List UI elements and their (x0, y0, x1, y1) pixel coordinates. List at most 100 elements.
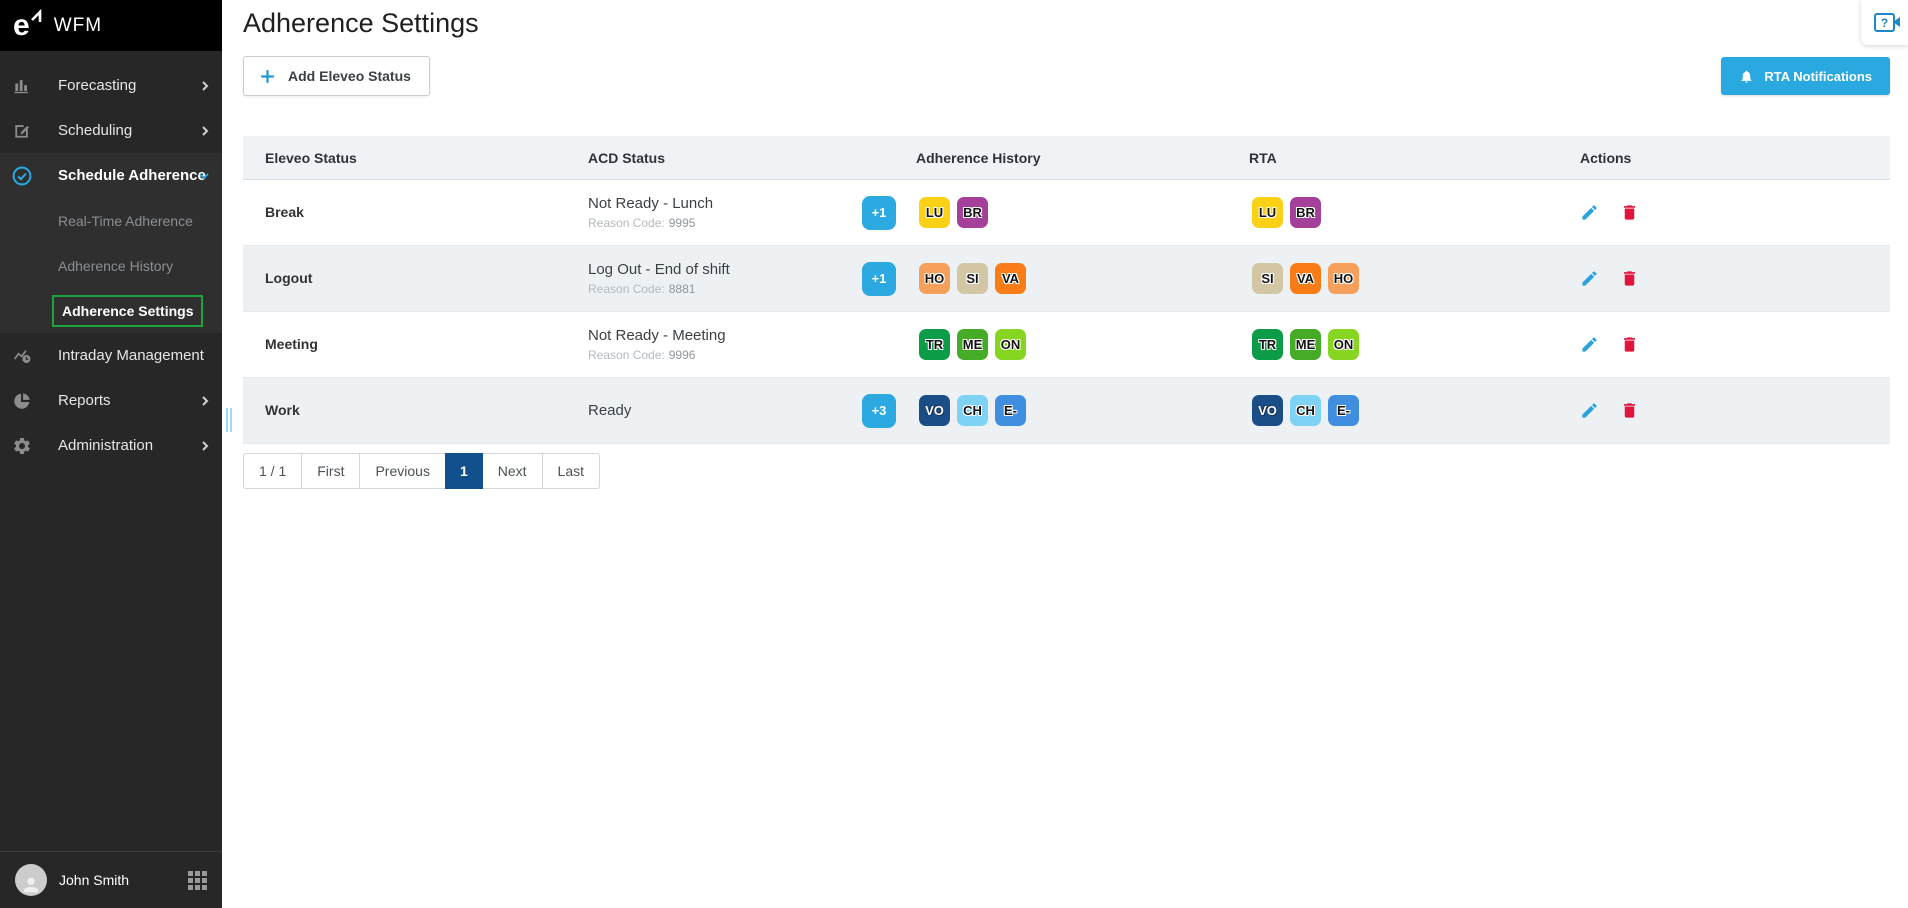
rta-chips: VO CH E- (1249, 395, 1580, 426)
pagination: 1 / 1 First Previous 1 Next Last (243, 453, 1890, 489)
chevron-right-icon (200, 440, 210, 452)
status-chip: VA (1290, 263, 1321, 294)
status-chip: VO (1252, 395, 1283, 426)
sidebar-subitem-label: Adherence History (58, 257, 174, 274)
chevron-right-icon (200, 395, 210, 407)
pie-chart-icon (10, 389, 34, 413)
sidebar-item-schedule-adherence[interactable]: Schedule Adherence (0, 153, 222, 198)
chevron-right-icon (200, 125, 210, 137)
status-chip: VO (919, 395, 950, 426)
extra-acd-count-badge[interactable]: +1 (862, 195, 896, 230)
bell-icon (1739, 69, 1754, 84)
bar-chart-icon (10, 74, 34, 98)
acd-status-text: Not Ready - Meeting (588, 326, 726, 344)
edit-icon[interactable] (1580, 335, 1599, 354)
acd-status-text: Ready (588, 401, 632, 419)
table-row: Work Ready +3 VO CH E- VO CH E- (243, 378, 1890, 444)
actions-cell (1580, 203, 1890, 222)
plus-icon (258, 67, 277, 86)
column-header-adherence-history: Adherence History (916, 149, 1041, 166)
gear-icon (10, 434, 34, 458)
edit-icon[interactable] (1580, 269, 1599, 288)
page-title: Adherence Settings (243, 8, 479, 38)
adherence-history-chips: VO CH E- (916, 395, 1249, 426)
page-info: 1 / 1 (243, 453, 303, 489)
main-content: ? Adherence Settings Add Eleveo Status R… (222, 0, 1908, 908)
sidebar-item-administration[interactable]: Administration (0, 423, 222, 468)
rta-button-label: RTA Notifications (1764, 68, 1872, 84)
eleveo-status-cell: Logout (265, 269, 313, 286)
table-row: Break Not Ready - Lunch Reason Code: 9995… (243, 180, 1890, 246)
column-header-actions: Actions (1580, 149, 1632, 166)
eleveo-status-cell: Work (265, 401, 300, 418)
sidebar-item-adherence-settings[interactable]: Adherence Settings (0, 288, 222, 333)
reason-code: Reason Code: 9995 (588, 215, 696, 230)
rta-chips: TR ME ON (1249, 329, 1580, 360)
user-name: John Smith (59, 872, 130, 888)
schedule-adherence-group: Schedule Adherence Real-Time Adherence A… (0, 153, 222, 333)
status-chip: E- (1328, 395, 1359, 426)
status-chip: SI (957, 263, 988, 294)
app-grid-icon[interactable] (188, 870, 207, 890)
pagination-current-page[interactable]: 1 (444, 453, 483, 489)
adherence-history-chips: LU BR (916, 197, 1249, 228)
sidebar-item-reports[interactable]: Reports (0, 378, 222, 423)
status-chip: BR (1290, 197, 1321, 228)
sidebar-menu: Forecasting Scheduling (0, 51, 222, 468)
adherence-history-chips: HO SI VA (916, 263, 1249, 294)
sidebar-item-label: Administration (58, 437, 154, 454)
actions-cell (1580, 401, 1890, 420)
add-eleveo-status-button[interactable]: Add Eleveo Status (243, 56, 430, 96)
acd-status-cell: Log Out - End of shift Reason Code: 8881 (588, 260, 730, 298)
pagination-previous-button[interactable]: Previous (359, 453, 446, 489)
extra-acd-count-badge[interactable]: +1 (862, 261, 896, 296)
delete-icon[interactable] (1620, 401, 1639, 420)
status-chip: VA (995, 263, 1026, 294)
help-button[interactable]: ? (1861, 0, 1908, 45)
sidebar: e WFM Forecasting Scheduling (0, 0, 222, 908)
status-chip: SI (1252, 263, 1283, 294)
sidebar-item-label: Scheduling (58, 122, 133, 139)
rta-chips: SI VA HO (1249, 263, 1580, 294)
extra-acd-count-badge[interactable]: +3 (862, 393, 896, 428)
intraday-chart-clock-icon (10, 344, 34, 368)
sidebar-item-label: Forecasting (58, 77, 137, 94)
sidebar-item-forecasting[interactable]: Forecasting (0, 63, 222, 108)
sidebar-item-label: Reports (58, 392, 111, 409)
pagination-last-button[interactable]: Last (541, 453, 600, 489)
sidebar-resize-handle[interactable] (226, 408, 232, 432)
status-chip: LU (1252, 197, 1283, 228)
sidebar-item-intraday-management[interactable]: Intraday Management (0, 333, 222, 378)
status-chip: TR (919, 329, 950, 360)
status-chip: E- (995, 395, 1026, 426)
delete-icon[interactable] (1620, 203, 1639, 222)
status-chip: HO (1328, 263, 1359, 294)
delete-icon[interactable] (1620, 269, 1639, 288)
acd-status-cell: Not Ready - Lunch Reason Code: 9995 (588, 194, 713, 232)
toolbar: Add Eleveo Status RTA Notifications (243, 56, 1890, 96)
rta-notifications-button[interactable]: RTA Notifications (1721, 57, 1890, 95)
edit-icon[interactable] (1580, 401, 1599, 420)
eleveo-logo: e (13, 8, 41, 41)
status-chip: TR (1252, 329, 1283, 360)
actions-cell (1580, 335, 1890, 354)
chevron-right-icon (200, 80, 210, 92)
sidebar-item-label: Intraday Management (58, 347, 204, 364)
adherence-history-chips: TR ME ON (916, 329, 1249, 360)
acd-status-cell: Not Ready - Meeting Reason Code: 9996 (588, 326, 726, 364)
app-name: WFM (53, 14, 103, 36)
delete-icon[interactable] (1620, 335, 1639, 354)
column-header-rta: RTA (1249, 149, 1277, 166)
status-chip: ON (1328, 329, 1359, 360)
sidebar-item-label: Schedule Adherence (58, 167, 206, 184)
help-icon: ? (1874, 13, 1900, 32)
pagination-first-button[interactable]: First (301, 453, 361, 489)
user-bar[interactable]: John Smith (0, 851, 222, 908)
logo-bar: e WFM (0, 0, 222, 51)
sidebar-item-adherence-history[interactable]: Adherence History (0, 243, 222, 288)
eleveo-status-cell: Meeting (265, 335, 318, 352)
sidebar-item-real-time-adherence[interactable]: Real-Time Adherence (0, 198, 222, 243)
edit-icon[interactable] (1580, 203, 1599, 222)
pagination-next-button[interactable]: Next (481, 453, 543, 489)
sidebar-item-scheduling[interactable]: Scheduling (0, 108, 222, 153)
